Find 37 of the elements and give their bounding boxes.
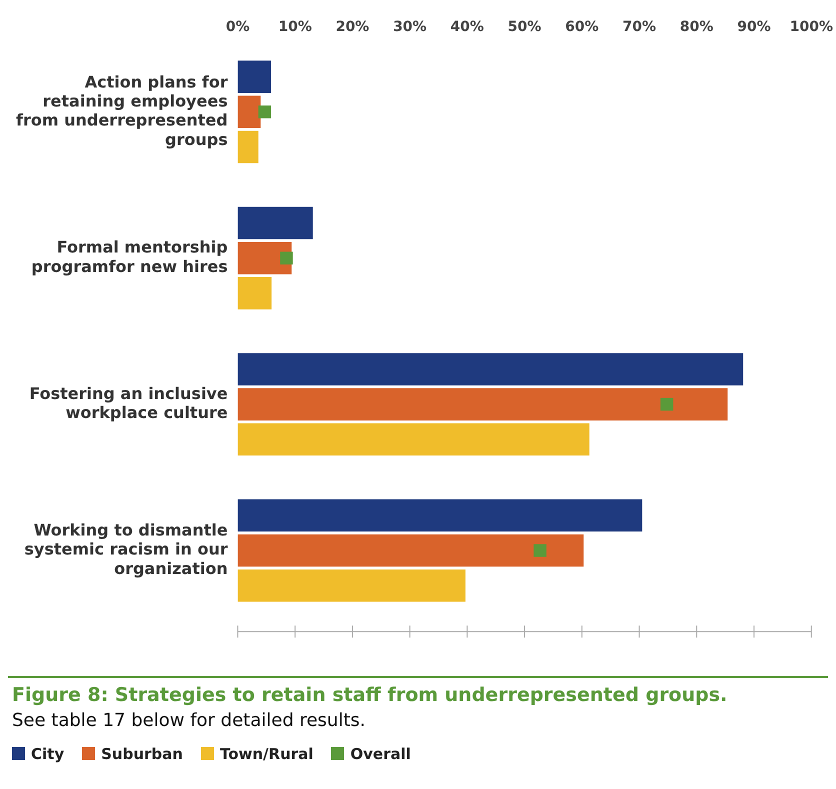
- x-tick-label: 40%: [450, 19, 484, 36]
- bar: [238, 96, 261, 128]
- x-tick-label: 100%: [790, 19, 834, 36]
- point: [258, 106, 272, 118]
- x-tick-label: 80%: [680, 19, 714, 36]
- legend-label: Suburban: [100, 745, 183, 763]
- legend-label: Town/Rural: [218, 745, 314, 763]
- x-tick-label: 60%: [565, 19, 599, 36]
- text: Figure 8: Strategies to retain staff from underrepresented groups.: [12, 684, 728, 706]
- y-tick-label: Working to dismantle systemic racism in our organization: [24, 520, 228, 578]
- point: [534, 544, 546, 557]
- x-tick-label: 0%: [226, 19, 250, 36]
- bar: [238, 277, 272, 310]
- bar: [238, 353, 744, 386]
- point: [280, 252, 293, 264]
- y-tick-label: Action plans for retaining employees from underrepresented groups: [16, 72, 228, 149]
- point: [660, 398, 674, 411]
- bar: [238, 388, 728, 420]
- x-tick-label: 10%: [278, 19, 312, 36]
- legend-label: Overall: [349, 745, 411, 763]
- bar: [238, 130, 258, 164]
- bar: [238, 206, 313, 240]
- y-tick-label: Formal mentorship programfor new hires: [31, 238, 228, 276]
- bar: [238, 60, 271, 93]
- x-tick-label: 30%: [393, 19, 427, 36]
- bar: [238, 534, 584, 567]
- bar: [238, 569, 466, 602]
- legend-label: City: [30, 745, 64, 763]
- x-tick-label: 20%: [336, 19, 370, 36]
- bar: [238, 242, 292, 274]
- x-tick-label: 70%: [622, 19, 656, 36]
- bar: [238, 499, 642, 532]
- x-tick-label: 50%: [508, 19, 542, 36]
- text: See table 17 below for detailed results.: [12, 710, 366, 731]
- bar: [238, 423, 590, 456]
- x-tick-label: 90%: [737, 19, 771, 36]
- y-tick-label: Fostering an inclusive workplace culture: [29, 384, 228, 422]
